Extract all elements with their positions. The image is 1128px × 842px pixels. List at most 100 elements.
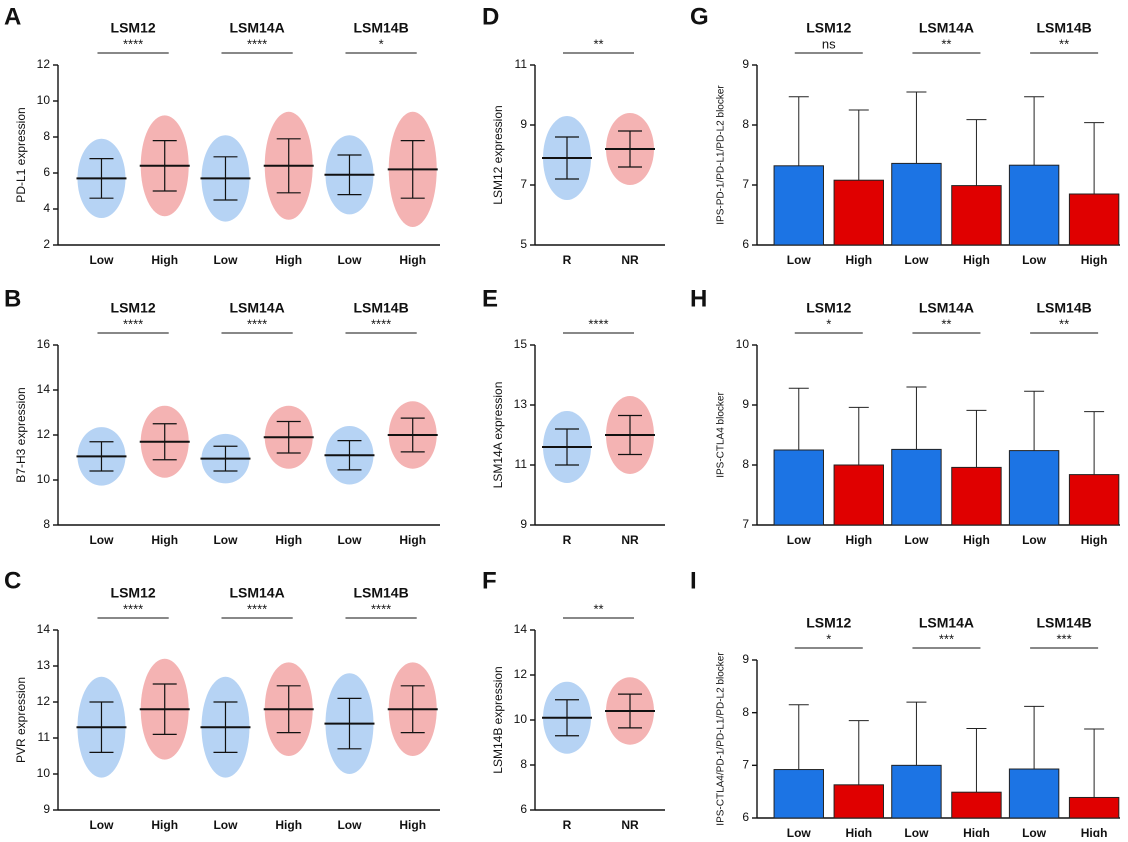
x-tick-label: High: [963, 826, 990, 837]
x-tick-label: Low: [89, 818, 114, 832]
bar: [1008, 164, 1060, 246]
y-tick-label: 10: [736, 337, 750, 351]
x-tick-label: High: [275, 533, 302, 547]
significance-label: ns: [822, 36, 836, 51]
x-tick-label: High: [275, 818, 302, 832]
y-tick-label: 13: [514, 397, 528, 411]
panel-letter: E: [482, 285, 498, 312]
x-tick-label: Low: [1022, 533, 1047, 547]
y-tick-label: 11: [515, 457, 528, 471]
y-tick-label: 8: [43, 517, 50, 531]
x-tick-label: High: [275, 253, 302, 267]
y-tick-label: 4: [43, 201, 50, 215]
y-tick-label: 9: [742, 397, 749, 411]
y-tick-label: 12: [37, 427, 51, 441]
significance-label: **: [941, 316, 951, 331]
y-tick-label: 7: [742, 177, 749, 191]
y-tick-label: 15: [514, 337, 528, 351]
group-title: LSM14B: [353, 300, 408, 316]
y-axis-label: PD-L1 expression: [14, 107, 28, 202]
x-tick-label: High: [845, 533, 872, 547]
group-title: LSM14A: [919, 615, 974, 631]
y-tick-label: 14: [514, 622, 528, 636]
y-tick-label: 8: [742, 457, 749, 471]
significance-label: ****: [371, 316, 391, 331]
x-tick-label: Low: [787, 253, 812, 267]
x-tick-label: Low: [89, 533, 114, 547]
bar: [951, 185, 1002, 246]
x-tick-label: Low: [787, 533, 812, 547]
y-tick-label: 11: [515, 57, 528, 71]
y-tick-label: 5: [520, 237, 527, 251]
group-title: LSM12: [111, 300, 156, 316]
x-tick-label: Low: [904, 533, 929, 547]
x-tick-label: R: [563, 253, 572, 267]
y-axis-label: LSM14A expression: [491, 382, 505, 489]
group-title: LSM14B: [1036, 615, 1091, 631]
x-tick-label: Low: [337, 253, 362, 267]
significance-label: **: [941, 36, 951, 51]
y-tick-label: 8: [520, 757, 527, 771]
panel-letter: G: [690, 3, 709, 30]
x-tick-label: High: [399, 818, 426, 832]
significance-label: ****: [247, 316, 267, 331]
bar: [1068, 474, 1120, 526]
x-tick-label: NR: [621, 253, 639, 267]
y-tick-label: 16: [37, 337, 51, 351]
panel-letter: H: [690, 285, 707, 312]
y-tick-label: 8: [43, 129, 50, 143]
bar: [833, 179, 884, 246]
bar: [773, 449, 824, 526]
group-title: LSM14A: [229, 585, 284, 601]
group-title: LSM14A: [919, 300, 974, 316]
bar: [833, 464, 884, 526]
y-tick-label: 11: [38, 730, 51, 744]
significance-label: *: [826, 631, 831, 646]
y-tick-label: 12: [37, 694, 51, 708]
x-tick-label: R: [563, 818, 572, 832]
panel-letter: F: [482, 567, 497, 594]
y-tick-label: 9: [520, 517, 527, 531]
x-tick-label: Low: [213, 533, 238, 547]
x-tick-label: Low: [1022, 826, 1047, 837]
y-tick-label: 9: [520, 117, 527, 131]
group-title: LSM12: [111, 585, 156, 601]
panel-letter: C: [4, 567, 21, 594]
panel-letter: D: [482, 3, 499, 30]
x-tick-label: High: [963, 533, 990, 547]
y-axis-label: IPS-CTLA4/PD-1/PD-L1/PD-L2 blocker: [716, 652, 727, 826]
group-title: LSM14B: [1036, 20, 1091, 36]
y-tick-label: 9: [43, 802, 50, 816]
bar: [891, 764, 942, 819]
x-tick-label: Low: [1022, 253, 1047, 267]
x-tick-label: Low: [904, 253, 929, 267]
x-tick-label: High: [845, 826, 872, 837]
x-tick-label: NR: [621, 533, 639, 547]
y-tick-label: 6: [520, 802, 527, 816]
bar: [891, 162, 942, 246]
panel-letter: A: [4, 3, 21, 30]
x-tick-label: Low: [213, 818, 238, 832]
y-axis-label: IPS-CTLA4 blocker: [716, 392, 727, 478]
y-tick-label: 10: [37, 93, 51, 107]
bar: [833, 784, 884, 819]
y-tick-label: 6: [742, 237, 749, 251]
y-tick-label: 8: [742, 705, 749, 719]
group-title: LSM14A: [229, 20, 284, 36]
y-tick-label: 10: [37, 766, 51, 780]
significance-label: ****: [588, 316, 608, 331]
x-tick-label: High: [963, 253, 990, 267]
x-tick-label: Low: [213, 253, 238, 267]
y-axis-label: LSM14B expression: [491, 666, 505, 773]
group-title: LSM12: [111, 20, 156, 36]
x-tick-label: Low: [337, 818, 362, 832]
x-tick-label: Low: [89, 253, 114, 267]
y-tick-label: 7: [742, 758, 749, 772]
bar: [1008, 450, 1060, 526]
x-tick-label: Low: [337, 533, 362, 547]
group-title: LSM12: [806, 20, 851, 36]
y-tick-label: 7: [520, 177, 527, 191]
significance-label: **: [1059, 316, 1069, 331]
y-tick-label: 12: [37, 57, 51, 71]
